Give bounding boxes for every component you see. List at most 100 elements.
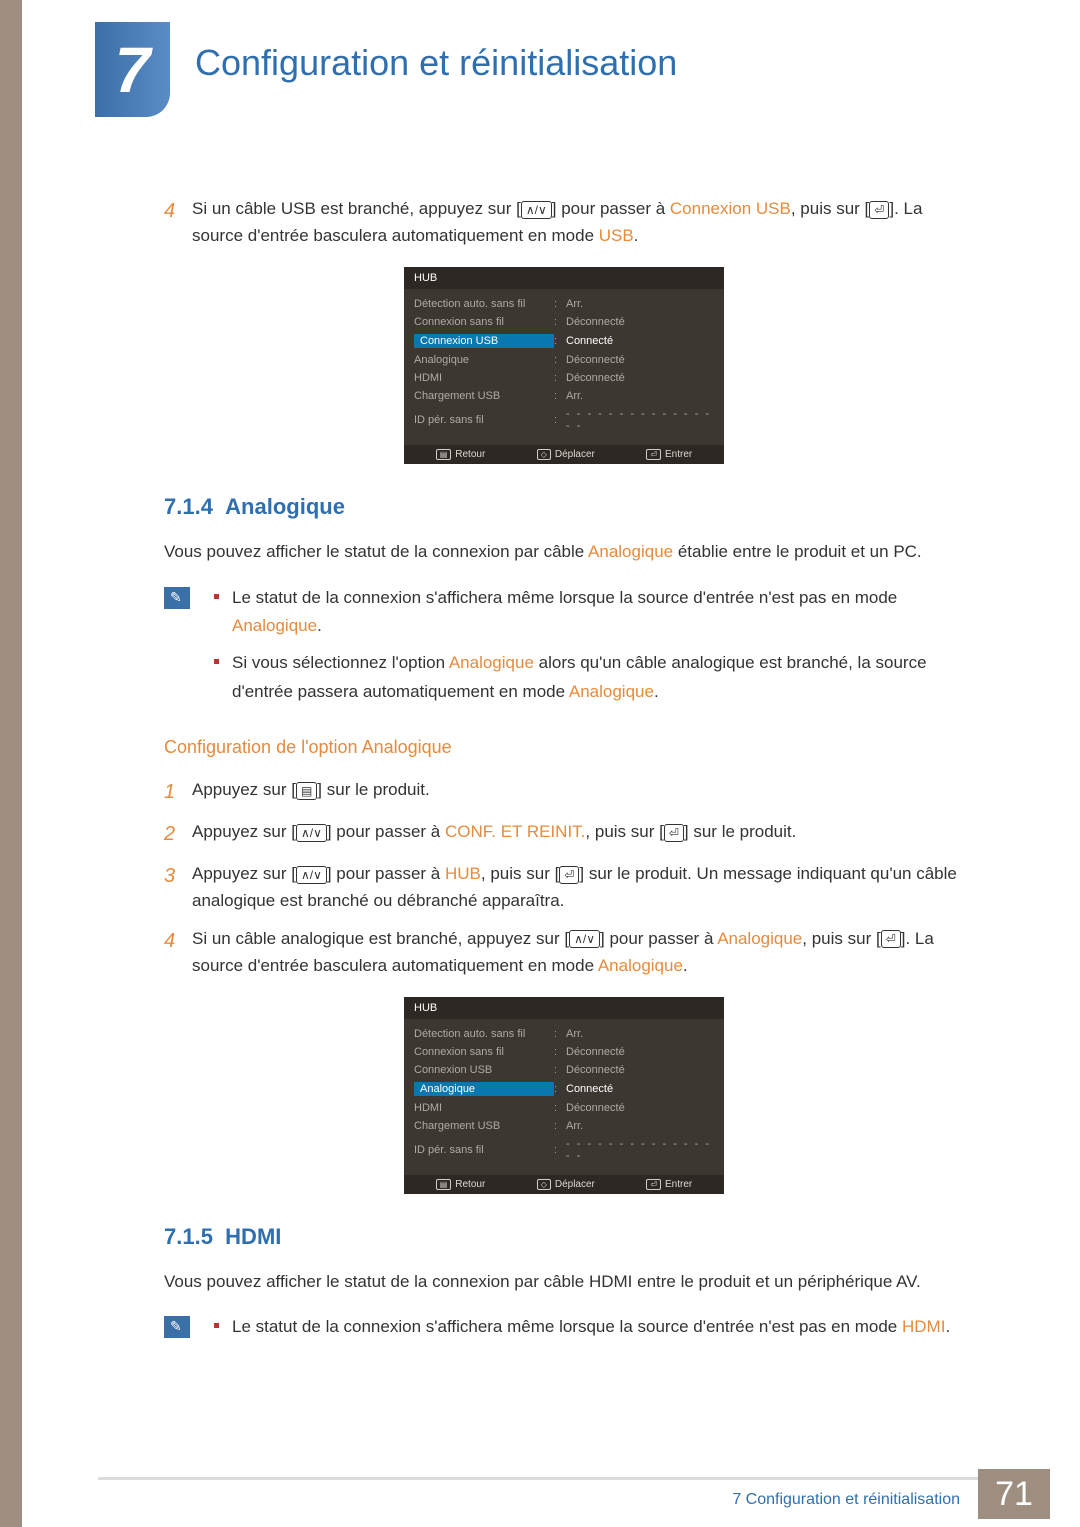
osd-row-separator: : [554,1120,566,1132]
note-block-714: Le statut de la connexion s'affichera mê… [164,584,964,716]
move-icon: ◇ [537,1179,551,1190]
highlight: Analogique [598,956,683,975]
highlight: Analogique [232,616,317,635]
step-text: Si un câble USB est branché, appuyez sur… [192,195,964,249]
text: établie entre le produit et un PC. [673,542,922,561]
osd-row-separator: : [554,1064,566,1076]
osd-row-label: Connexion sans fil [414,316,554,328]
text: , puis sur [ [481,864,559,883]
osd-row-label: Chargement USB [414,390,554,402]
osd-row-label: HDMI [414,372,554,384]
osd-row: HDMI:Déconnecté [404,369,724,387]
osd-row-label: ID pér. sans fil [414,414,554,426]
step-text: Appuyez sur [∧/∨] pour passer à HUB, pui… [192,860,964,914]
osd-row: HDMI:Déconnecté [404,1099,724,1117]
section-title: HDMI [225,1224,281,1249]
osd-body: Détection auto. sans fil:Arr.Connexion s… [404,1019,724,1175]
osd-row-value: Déconnecté [566,372,714,384]
osd-row: Chargement USB:Arr. [404,1117,724,1135]
text: Le statut de la connexion s'affichera mê… [232,588,897,607]
updown-icon: ∧/∨ [521,201,552,219]
text: Retour [455,1179,485,1190]
text: Si un câble analogique est branché, appu… [192,929,569,948]
text: . [634,226,639,245]
osd-row-separator: : [554,1083,566,1095]
note-bullet: Le statut de la connexion s'affichera mê… [232,584,964,642]
step-text: Appuyez sur [∧/∨] pour passer à CONF. ET… [192,818,964,850]
osd-row: Chargement USB:Arr. [404,387,724,405]
osd-row-label: Détection auto. sans fil [414,298,554,310]
osd-row-separator: : [554,354,566,366]
chapter-number: 7 [115,33,151,107]
text: Retour [455,449,485,460]
osd-row: Connexion sans fil:Déconnecté [404,1043,724,1061]
osd-foot-retour: ▤Retour [436,449,486,460]
osd-row-label: Analogique [414,354,554,366]
page-content: 4 Si un câble USB est branché, appuyez s… [164,195,964,1368]
osd-row-label: Détection auto. sans fil [414,1028,554,1040]
osd-row-value: - - - - - - - - - - - - - - - - [566,408,714,432]
osd-foot-retour: ▤Retour [436,1179,486,1190]
section-715-para: Vous pouvez afficher le statut de la con… [164,1268,964,1295]
highlight: CONF. ET REINIT. [445,822,585,841]
step-text: Si un câble analogique est branché, appu… [192,925,964,979]
step-number: 4 [164,195,192,249]
highlight: USB [599,226,634,245]
osd-row-separator: : [554,1046,566,1058]
osd-title: HUB [404,267,724,289]
text: . [945,1317,950,1336]
step-number: 3 [164,860,192,914]
highlight: Analogique [569,682,654,701]
step-row: 4 Si un câble analogique est branché, ap… [164,925,964,979]
osd-foot-entrer: ⏎Entrer [646,449,692,460]
osd-row-separator: : [554,1144,566,1156]
left-side-bar [0,0,22,1527]
osd-row-label: ID pér. sans fil [414,1144,554,1156]
chapter-tab: 7 [95,22,170,117]
enter-icon: ⏎ [881,930,901,948]
section-714-para: Vous pouvez afficher le statut de la con… [164,538,964,565]
osd-row-value: Arr. [566,1120,714,1132]
step-number: 4 [164,925,192,979]
osd-row-value: Déconnecté [566,1064,714,1076]
osd-row-label: Connexion sans fil [414,1046,554,1058]
section-number: 7.1.4 [164,494,213,519]
enter-icon: ⏎ [869,201,889,219]
note-icon [164,1316,190,1338]
text: Appuyez sur [ [192,780,296,799]
osd-row-label: Connexion USB [414,334,554,348]
step-row: 3 Appuyez sur [∧/∨] pour passer à HUB, p… [164,860,964,914]
text: ] pour passer à [327,864,445,883]
osd-row: Analogique:Connecté [404,1079,724,1099]
osd-row-value: Déconnecté [566,316,714,328]
osd-menu-2: HUB Détection auto. sans fil:Arr.Connexi… [404,997,724,1194]
text: ] sur le produit. [317,780,429,799]
osd-foot-entrer: ⏎Entrer [646,1179,692,1190]
updown-icon: ∧/∨ [569,930,600,948]
osd-row-value: Arr. [566,1028,714,1040]
section-number: 7.1.5 [164,1224,213,1249]
osd-row-label: Analogique [414,1082,554,1096]
text: ] pour passer à [327,822,445,841]
section-heading-715: 7.1.5 HDMI [164,1224,964,1250]
enter-icon: ⏎ [646,449,661,460]
updown-icon: ∧/∨ [296,866,327,884]
text: . [654,682,659,701]
highlight: HUB [445,864,481,883]
highlight: Analogique [588,542,673,561]
page-footer: 7 Configuration et réinitialisation 71 [0,1477,1080,1527]
osd-row: Détection auto. sans fil:Arr. [404,1025,724,1043]
osd-title: HUB [404,997,724,1019]
osd-row-separator: : [554,298,566,310]
osd-row-value: Déconnecté [566,1046,714,1058]
osd-row: ID pér. sans fil:- - - - - - - - - - - -… [404,405,724,435]
move-icon: ◇ [537,449,551,460]
osd-row: Connexion USB:Connecté [404,331,724,351]
text: ] sur le produit. [684,822,796,841]
text: , puis sur [ [791,199,869,218]
enter-icon: ⏎ [559,866,579,884]
osd-row: Connexion sans fil:Déconnecté [404,313,724,331]
osd-row-value: Connecté [566,335,714,347]
osd-row-value: Arr. [566,390,714,402]
text: . [317,616,322,635]
